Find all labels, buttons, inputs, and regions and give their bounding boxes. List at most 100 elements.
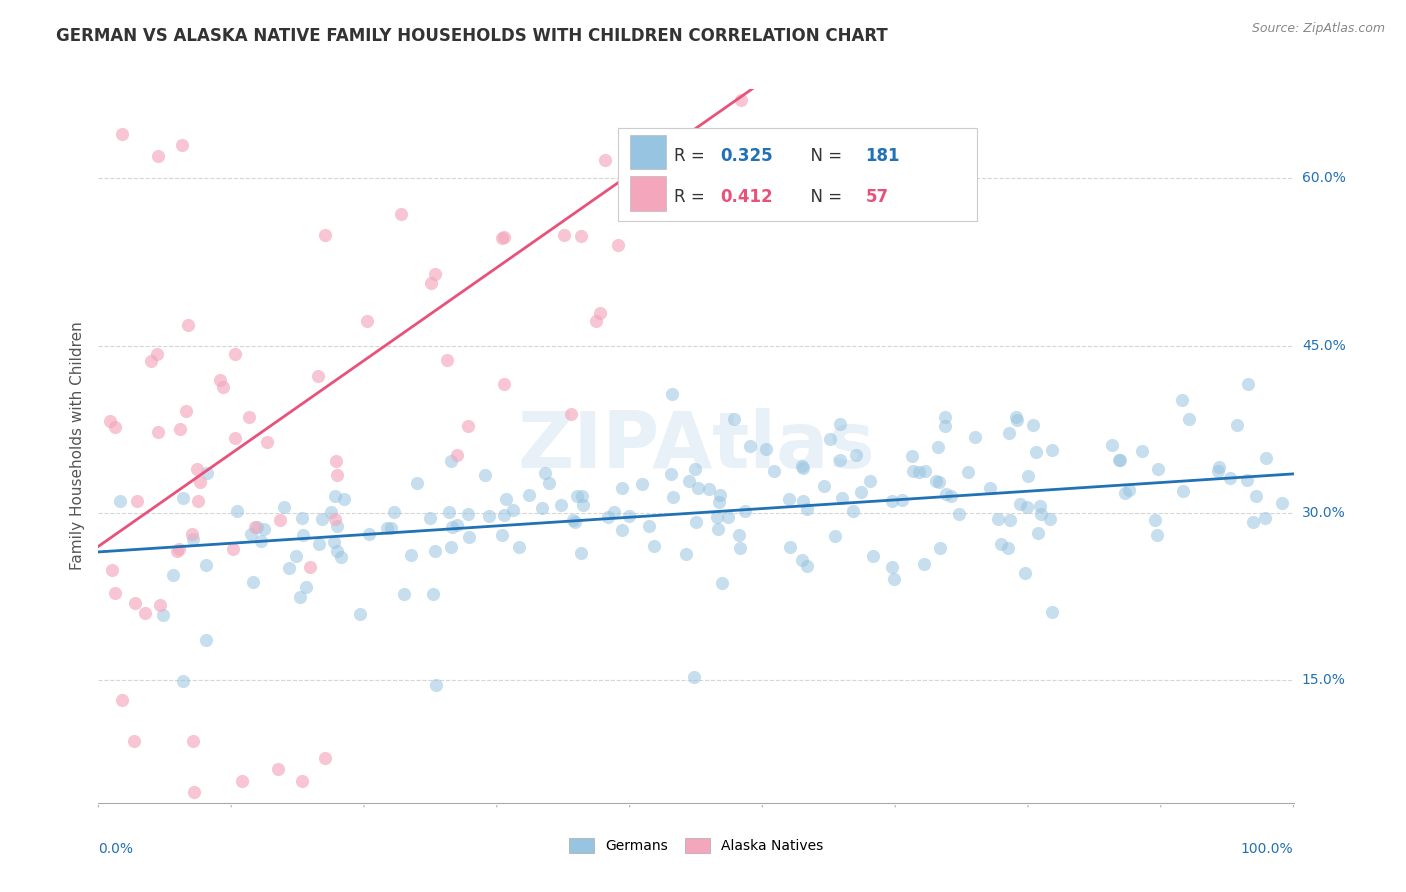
Point bbox=[122, 733, 145, 747]
Point bbox=[125, 493, 148, 508]
Point bbox=[553, 227, 575, 242]
Point bbox=[912, 557, 935, 571]
Point bbox=[709, 495, 731, 509]
Point bbox=[925, 474, 948, 488]
Point bbox=[571, 489, 593, 503]
Point bbox=[824, 529, 846, 543]
Point bbox=[420, 276, 443, 290]
Point bbox=[315, 751, 337, 765]
Point bbox=[934, 487, 956, 501]
Point bbox=[104, 420, 127, 434]
FancyBboxPatch shape bbox=[630, 135, 666, 169]
Text: 100.0%: 100.0% bbox=[1241, 842, 1294, 855]
Point bbox=[285, 549, 308, 563]
Point bbox=[901, 464, 924, 478]
Point bbox=[779, 540, 801, 554]
Point bbox=[862, 549, 884, 563]
Point bbox=[195, 466, 218, 480]
Point bbox=[240, 527, 263, 541]
Point bbox=[256, 434, 278, 449]
Point bbox=[100, 414, 122, 428]
Point bbox=[723, 411, 745, 425]
Point bbox=[564, 515, 586, 529]
Point bbox=[1005, 410, 1028, 425]
Point bbox=[683, 462, 706, 476]
Point bbox=[1254, 511, 1277, 525]
Point bbox=[231, 773, 253, 788]
Point bbox=[195, 633, 218, 648]
Point bbox=[957, 466, 980, 480]
Point bbox=[436, 352, 458, 367]
Point bbox=[1226, 417, 1249, 432]
Point bbox=[446, 518, 468, 533]
Point bbox=[222, 542, 245, 557]
Point bbox=[333, 491, 356, 506]
Point bbox=[492, 377, 515, 392]
Point bbox=[267, 762, 290, 776]
Point bbox=[169, 422, 191, 436]
Point bbox=[1024, 445, 1046, 459]
Point bbox=[927, 440, 949, 454]
Point bbox=[1108, 452, 1130, 467]
Point bbox=[727, 527, 749, 541]
Point bbox=[437, 505, 460, 519]
Point bbox=[183, 532, 205, 546]
Point bbox=[294, 580, 316, 594]
Point bbox=[602, 504, 624, 518]
Point bbox=[1040, 605, 1063, 619]
Point bbox=[1118, 483, 1140, 497]
Point bbox=[323, 512, 346, 526]
Point bbox=[685, 515, 707, 529]
Point bbox=[643, 539, 665, 553]
Point bbox=[1219, 471, 1241, 485]
Text: N =: N = bbox=[800, 146, 848, 164]
Point bbox=[711, 575, 734, 590]
Point bbox=[323, 490, 346, 504]
Point bbox=[224, 431, 246, 445]
Point bbox=[307, 368, 329, 383]
Point bbox=[688, 482, 710, 496]
Point bbox=[134, 606, 156, 620]
Point bbox=[195, 558, 218, 573]
Point bbox=[326, 519, 349, 533]
Point bbox=[319, 505, 342, 519]
Point bbox=[187, 494, 209, 508]
Point bbox=[181, 734, 204, 748]
Point bbox=[1022, 417, 1045, 432]
Point bbox=[606, 238, 628, 252]
Point bbox=[494, 229, 516, 244]
Point bbox=[734, 504, 756, 518]
FancyBboxPatch shape bbox=[630, 177, 666, 211]
Point bbox=[226, 504, 249, 518]
Point bbox=[533, 466, 555, 480]
Point bbox=[311, 512, 333, 526]
Point bbox=[183, 785, 205, 799]
Point bbox=[948, 507, 970, 521]
Point bbox=[882, 493, 904, 508]
Point bbox=[997, 541, 1019, 555]
Point bbox=[356, 314, 378, 328]
Point bbox=[908, 465, 931, 479]
Point bbox=[1236, 377, 1258, 392]
Point bbox=[177, 318, 200, 332]
Legend: Germans, Alaska Natives: Germans, Alaska Natives bbox=[562, 831, 830, 860]
Point bbox=[288, 590, 311, 604]
Point bbox=[1017, 469, 1039, 483]
Point bbox=[440, 454, 463, 468]
Point bbox=[550, 499, 572, 513]
Text: Source: ZipAtlas.com: Source: ZipAtlas.com bbox=[1251, 22, 1385, 36]
Point bbox=[349, 607, 371, 621]
Point bbox=[172, 137, 194, 152]
Point bbox=[1143, 513, 1166, 527]
Point bbox=[1171, 392, 1194, 407]
Point bbox=[891, 492, 914, 507]
Point bbox=[382, 505, 405, 519]
Text: ZIPAtlas: ZIPAtlas bbox=[517, 408, 875, 484]
Point bbox=[1171, 483, 1194, 498]
Point bbox=[423, 268, 446, 282]
Point bbox=[762, 465, 785, 479]
Point bbox=[830, 453, 852, 467]
Point bbox=[1114, 486, 1136, 500]
Point bbox=[1039, 512, 1062, 526]
Point bbox=[796, 558, 818, 573]
